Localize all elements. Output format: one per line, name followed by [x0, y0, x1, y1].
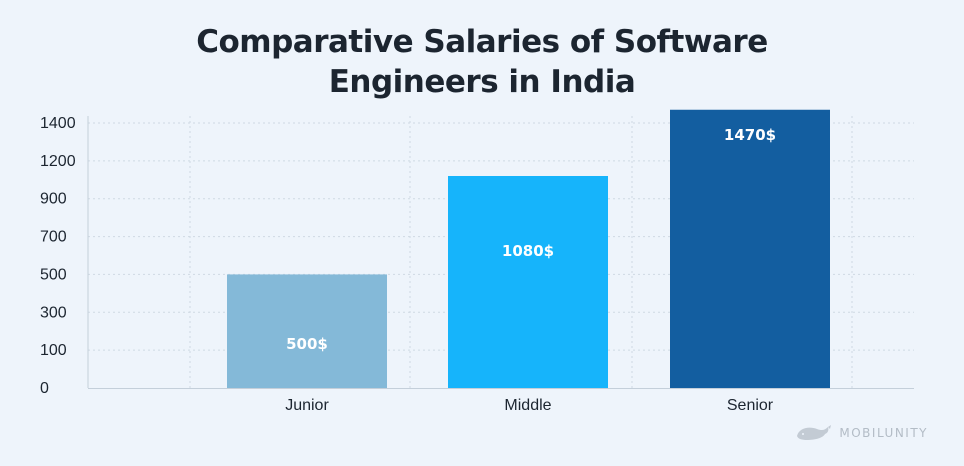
chart-title: Comparative Salaries of Software Enginee… — [0, 22, 964, 102]
y-tick-label: 100 — [40, 342, 67, 359]
x-tick-labels: Junior Middle Senior — [285, 397, 774, 414]
bar-junior — [227, 274, 387, 388]
bars: 500$ 1080$ 1470$ — [227, 109, 830, 388]
x-tick-label: Middle — [504, 397, 551, 414]
axes — [87, 116, 914, 389]
whale-icon — [797, 425, 832, 440]
y-tick-label: 500 — [40, 266, 67, 283]
chart-title-line-2: Engineers in India — [328, 64, 636, 100]
data-label: 500$ — [286, 335, 328, 353]
brand-logo: MOBILUNITY — [795, 424, 928, 442]
x-tick-label: Senior — [727, 397, 774, 414]
logo-text: MOBILUNITY — [839, 426, 928, 440]
bar-middle — [448, 176, 608, 388]
chart-title-line-1: Comparative Salaries of Software — [196, 24, 768, 60]
y-tick-label: 1200 — [40, 153, 76, 170]
x-tick-label: Junior — [285, 397, 329, 414]
data-label: 1080$ — [502, 242, 554, 260]
data-label: 1470$ — [724, 126, 776, 144]
y-tick-label: 300 — [40, 304, 67, 321]
gridlines — [88, 116, 914, 388]
y-tick-label: 1400 — [40, 115, 76, 132]
y-tick-labels: 0 100 300 500 700 900 1200 1400 — [40, 115, 76, 397]
y-tick-label: 900 — [40, 191, 67, 208]
bar-senior — [670, 109, 830, 388]
y-tick-label: 700 — [40, 229, 67, 246]
y-tick-label: 0 — [40, 380, 49, 397]
